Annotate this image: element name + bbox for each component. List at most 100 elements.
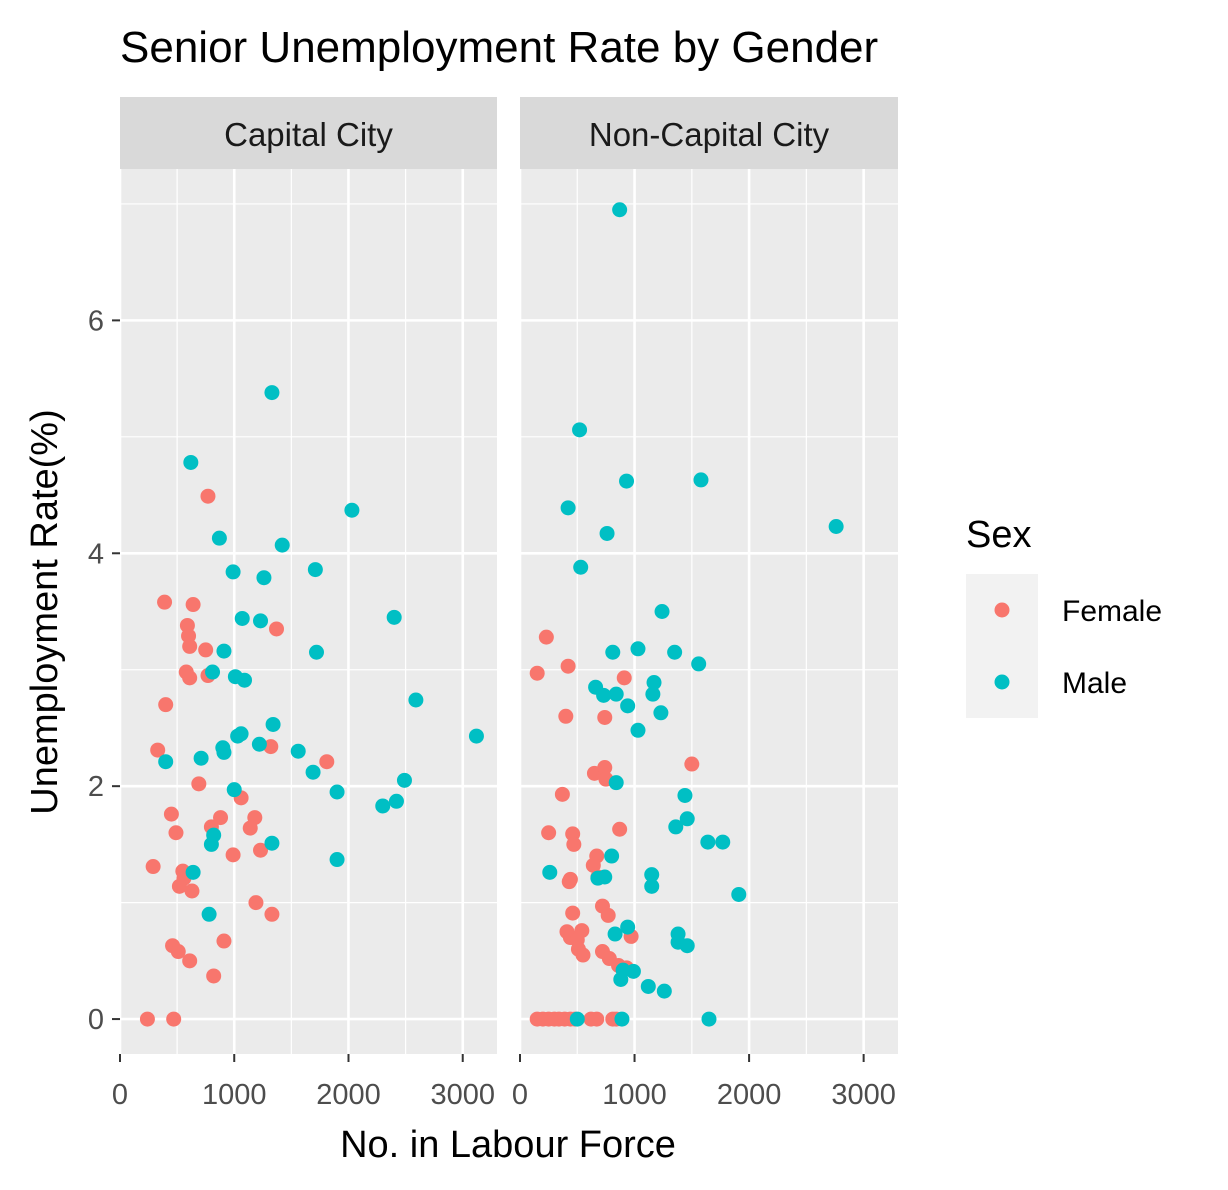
data-point bbox=[597, 760, 613, 776]
data-point bbox=[201, 906, 217, 922]
data-point bbox=[538, 629, 554, 645]
data-point bbox=[529, 665, 545, 681]
data-point bbox=[596, 687, 612, 703]
data-point bbox=[644, 878, 660, 894]
data-point bbox=[264, 385, 280, 401]
panel-background bbox=[520, 169, 898, 1054]
legend-key-male bbox=[994, 674, 1010, 690]
legend-title: Sex bbox=[966, 514, 1031, 556]
data-point bbox=[656, 983, 672, 999]
data-point bbox=[693, 472, 709, 488]
data-point bbox=[182, 638, 198, 654]
legend-key-female bbox=[994, 602, 1010, 618]
data-point bbox=[307, 562, 323, 578]
data-point bbox=[157, 594, 173, 610]
data-point bbox=[644, 867, 660, 883]
data-point bbox=[608, 775, 624, 791]
data-point bbox=[566, 836, 582, 852]
data-point bbox=[168, 825, 184, 841]
y-tick-label: 0 bbox=[88, 1004, 104, 1036]
data-point bbox=[163, 806, 179, 822]
data-point bbox=[679, 811, 695, 827]
data-point bbox=[691, 656, 707, 672]
data-point bbox=[604, 848, 620, 864]
data-point bbox=[585, 857, 601, 873]
data-point bbox=[234, 610, 250, 626]
y-axis-title: Unemployment Rate(%) bbox=[24, 409, 66, 814]
data-point bbox=[183, 454, 199, 470]
y-tick-label: 2 bbox=[88, 771, 104, 803]
legend: Sex Female Male bbox=[966, 514, 1162, 718]
data-point bbox=[600, 907, 616, 923]
x-tick-label: 0 bbox=[112, 1079, 128, 1111]
data-point bbox=[269, 621, 285, 637]
data-point bbox=[701, 1011, 717, 1027]
data-point bbox=[630, 641, 646, 657]
data-point bbox=[264, 906, 280, 922]
data-point bbox=[684, 756, 700, 772]
x-tick-label: 2000 bbox=[316, 1079, 381, 1111]
facet-panel-1: Capital City 0 1000 2000 3000 0 2 4 6 bbox=[88, 97, 497, 1111]
data-point bbox=[225, 564, 241, 580]
data-point bbox=[251, 736, 267, 752]
data-point bbox=[230, 728, 246, 744]
data-point bbox=[654, 604, 670, 619]
data-point bbox=[226, 782, 242, 798]
data-point bbox=[253, 613, 269, 629]
data-point bbox=[569, 1011, 585, 1027]
data-point bbox=[640, 978, 656, 994]
data-point bbox=[541, 825, 557, 841]
data-point bbox=[630, 722, 646, 738]
data-point bbox=[653, 705, 669, 721]
data-point bbox=[242, 820, 258, 836]
data-point bbox=[248, 895, 264, 911]
x-tick-label: 1000 bbox=[202, 1079, 267, 1111]
data-point bbox=[237, 672, 253, 688]
y-tick-label: 6 bbox=[88, 305, 104, 337]
data-point bbox=[308, 644, 324, 660]
panel-background bbox=[120, 169, 497, 1054]
data-point bbox=[198, 642, 214, 658]
data-point bbox=[396, 772, 412, 788]
data-point bbox=[731, 886, 747, 902]
data-point bbox=[597, 709, 613, 725]
data-point bbox=[612, 202, 628, 218]
data-point bbox=[677, 787, 693, 803]
data-point bbox=[573, 559, 589, 575]
x-tick-label: 0 bbox=[512, 1079, 528, 1111]
data-point bbox=[265, 716, 281, 732]
data-point bbox=[542, 864, 558, 880]
data-point bbox=[386, 609, 402, 625]
x-tick-label: 2000 bbox=[717, 1079, 782, 1111]
legend-label-male: Male bbox=[1062, 667, 1127, 700]
data-point bbox=[589, 1011, 605, 1027]
data-point bbox=[225, 847, 241, 863]
data-point bbox=[608, 686, 624, 702]
data-point bbox=[599, 525, 615, 541]
data-point bbox=[575, 947, 591, 963]
data-point bbox=[572, 422, 588, 438]
data-point bbox=[646, 675, 662, 691]
data-point bbox=[203, 836, 219, 852]
data-point bbox=[290, 743, 306, 759]
data-point bbox=[166, 1011, 182, 1027]
facet-strip bbox=[120, 97, 497, 169]
data-point bbox=[158, 697, 174, 713]
data-point bbox=[558, 708, 574, 724]
facet-panel-2: Non-Capital City 0 1000 2000 3000 bbox=[512, 97, 898, 1111]
data-point bbox=[145, 859, 161, 875]
facet-panels: Capital City 0 1000 2000 3000 0 2 4 6 Non-Capital… bbox=[88, 97, 898, 1111]
data-point bbox=[645, 686, 661, 702]
data-point bbox=[185, 864, 201, 880]
data-point bbox=[468, 728, 484, 744]
data-point bbox=[216, 643, 232, 659]
data-point bbox=[668, 819, 684, 835]
data-point bbox=[263, 739, 279, 755]
data-point bbox=[329, 852, 345, 868]
data-point bbox=[605, 644, 621, 660]
data-point bbox=[700, 834, 716, 850]
data-point bbox=[205, 664, 221, 680]
x-tick-label: 1000 bbox=[602, 1079, 667, 1111]
data-point bbox=[560, 658, 576, 674]
